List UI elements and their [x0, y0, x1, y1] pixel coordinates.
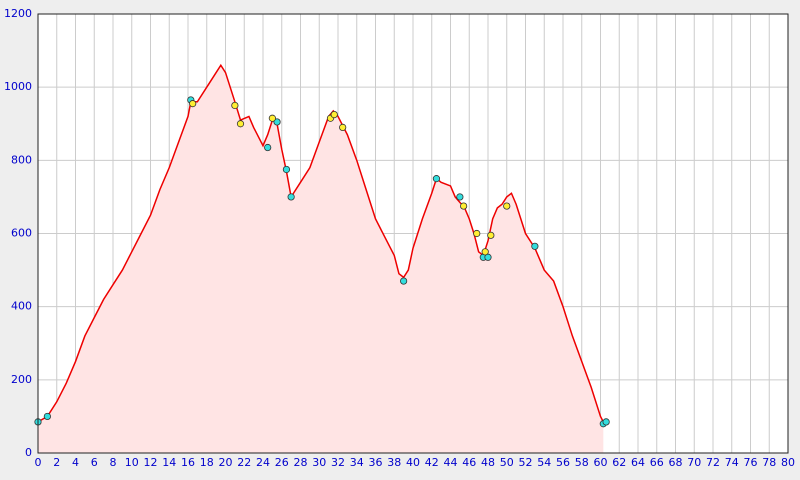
x-tick-label: 6	[91, 456, 98, 469]
y-tick-label: 600	[11, 227, 32, 240]
waypoint	[473, 229, 481, 238]
x-tick-label: 50	[500, 456, 514, 469]
y-tick-label: 1200	[4, 7, 32, 20]
x-tick-label: 40	[406, 456, 420, 469]
x-tick-label: 62	[612, 456, 626, 469]
plot-border	[37, 13, 789, 454]
x-tick-label: 48	[481, 456, 495, 469]
waypoint	[531, 242, 539, 250]
waypoint	[460, 202, 468, 210]
area	[38, 65, 604, 453]
x-tick-label: 76	[744, 456, 758, 469]
x-tick-label: 44	[444, 456, 458, 469]
x-tick-label: 14	[162, 456, 176, 469]
x-tick-label: 72	[706, 456, 720, 469]
waypoint	[339, 123, 347, 132]
x-tick-label: 54	[537, 456, 551, 469]
x-tick-label: 20	[219, 456, 233, 469]
x-tick-label: 28	[294, 456, 308, 469]
x-tick-label: 56	[556, 456, 570, 469]
y-tick-label: 800	[11, 153, 32, 166]
line	[37, 63, 604, 423]
x-tick-label: 74	[725, 456, 739, 469]
waypoint	[287, 193, 295, 201]
y-tick-label: 400	[11, 300, 32, 313]
x-tick-label: 24	[256, 456, 270, 469]
x-tick-label: 42	[425, 456, 439, 469]
x-tick-label: 10	[125, 456, 139, 469]
waypoint	[400, 277, 408, 285]
x-tick-label: 46	[462, 456, 476, 469]
x-tick-label: 64	[631, 456, 645, 469]
x-tick-label: 26	[275, 456, 289, 469]
x-tick-label: 32	[331, 456, 345, 469]
waypoint	[264, 143, 272, 152]
waypoint	[231, 101, 239, 110]
waypoint	[503, 202, 511, 210]
waypoint	[481, 248, 489, 256]
x-tick-label: 78	[762, 456, 776, 469]
x-tick-label: 2	[53, 456, 60, 469]
x-tick-label: 12	[144, 456, 158, 469]
x-tick-label: 18	[200, 456, 214, 469]
waypoint	[432, 175, 441, 183]
y-tick-label: 200	[11, 373, 32, 386]
x-tick-label: 70	[687, 456, 701, 469]
x-tick-label: 66	[650, 456, 664, 469]
x-tick-label: 36	[369, 456, 383, 469]
x-tick-label: 16	[181, 456, 195, 469]
x-tick-label: 80	[781, 456, 795, 469]
x-tick-label: 30	[312, 456, 326, 469]
waypoint	[43, 412, 51, 421]
x-tick-label: 0	[35, 456, 42, 469]
waypoint	[484, 253, 492, 261]
waypoint	[282, 165, 291, 174]
x-tick-label: 4	[72, 456, 79, 469]
waypoint	[602, 418, 610, 426]
x-tick-label: 22	[237, 456, 251, 469]
y-tick-label: 0	[25, 446, 32, 459]
x-tick-label: 52	[519, 456, 533, 469]
x-tick-label: 68	[669, 456, 683, 469]
x-tick-label: 34	[350, 456, 364, 469]
x-tick-label: 60	[594, 456, 608, 469]
waypoint	[273, 118, 281, 126]
waypoint	[487, 231, 495, 239]
x-tick-label: 38	[387, 456, 401, 469]
x-tick-label: 8	[110, 456, 117, 469]
waypoint	[236, 120, 245, 128]
waypoint	[268, 114, 276, 122]
waypoint	[330, 111, 338, 119]
waypoint	[456, 193, 464, 201]
y-tick-label: 1000	[4, 80, 32, 93]
waypoint	[189, 100, 197, 108]
x-tick-label: 58	[575, 456, 589, 469]
